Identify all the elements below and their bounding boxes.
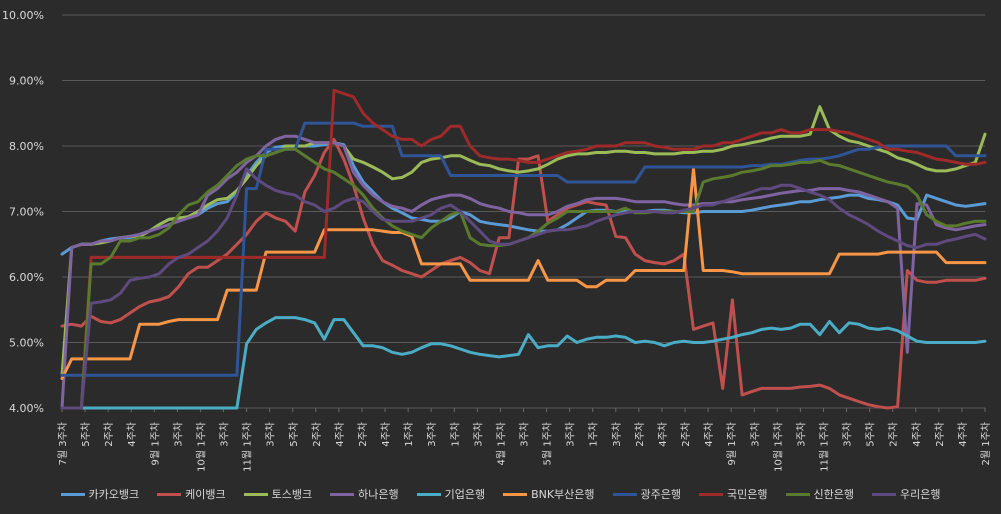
legend-swatch: [157, 492, 182, 496]
y-tick-label: 7.00%: [9, 206, 44, 219]
legend-label: 국민은행: [727, 488, 768, 501]
x-tick-label: 3주차: [565, 422, 577, 447]
x-tick-label: 3주차: [219, 422, 231, 447]
x-tick-label: 2주차: [934, 422, 946, 447]
x-tick-label: 2주차: [357, 422, 369, 447]
x-tick-label: 10월 1주차: [195, 422, 207, 472]
x-tick-label: 3주차: [426, 422, 438, 447]
legend-swatch: [416, 492, 441, 496]
x-tick-label: 3주차: [519, 422, 531, 447]
legend-item: 우리은행: [871, 486, 941, 502]
x-tick-label: 5주차: [80, 422, 92, 447]
legend-item: BNK부산은행: [503, 486, 595, 502]
series-line-0: [60, 141, 987, 256]
x-tick-label: 2주차: [888, 422, 900, 447]
y-axis: 4.00% 5.00% 6.00% 7.00% 8.00% 9.00% 10.00%: [2, 9, 44, 415]
legend-label: 하나은행: [358, 488, 399, 501]
legend-label: 기업은행: [444, 488, 486, 501]
x-tick-label: 10월 1주차: [772, 422, 784, 472]
x-tick-label: 11월 1주차: [818, 422, 830, 472]
series-lines: [60, 88, 987, 410]
x-tick-label: 3주차: [611, 422, 623, 447]
x-tick-label: 5월 1주차: [542, 422, 554, 466]
x-tick-label: 2주차: [103, 422, 115, 447]
x-tick-label: 2월 1주차: [980, 422, 992, 466]
legend-label: BNK부산은행: [531, 488, 595, 501]
x-tick-label: 4주차: [380, 422, 392, 447]
legend-label: 우리은행: [899, 488, 941, 501]
y-tick-label: 4.00%: [9, 402, 44, 415]
y-tick-label: 8.00%: [9, 140, 44, 153]
legend-item: 신한은행: [785, 486, 854, 502]
legend-swatch: [243, 492, 268, 496]
x-tick-label: 3주차: [842, 422, 854, 447]
legend-label: 광주은행: [640, 488, 682, 501]
x-tick-label: 3주차: [749, 422, 761, 447]
x-tick-label: 3주차: [795, 422, 807, 447]
x-tick-label: 4주차: [126, 422, 138, 447]
x-tick-label: 4주차: [703, 422, 715, 447]
legend-item: 하나은행: [330, 486, 399, 502]
series-line-3: [60, 134, 987, 410]
x-tick-label: 1주차: [403, 422, 415, 447]
legend-swatch: [785, 492, 810, 496]
x-tick-label: 11월 1주차: [242, 422, 254, 472]
legend-swatch: [330, 492, 355, 496]
legend-label: 카카오뱅크: [88, 488, 140, 501]
series-line-4: [60, 316, 987, 410]
x-tick-label: 5주차: [288, 422, 300, 447]
x-tick-label: 3주차: [172, 422, 184, 447]
x-tick-label: 2주차: [680, 422, 692, 447]
legend: 카카오뱅크 케이뱅크 토스뱅크 하나은행 기업은행 BNK부산은행 광주은행 국민은행 신한은행…: [0, 484, 1001, 504]
legend-item: 기업은행: [416, 486, 486, 502]
legend-swatch: [60, 492, 85, 496]
x-tick-label: 9월 1주차: [726, 422, 738, 466]
y-tick-label: 6.00%: [9, 271, 44, 284]
legend-item: 국민은행: [699, 486, 768, 502]
legend-item: 카카오뱅크: [60, 486, 140, 502]
x-tick-label: 2주차: [311, 422, 323, 447]
legend-label: 신한은행: [813, 488, 854, 501]
x-tick-label: 4주차: [911, 422, 923, 447]
y-tick-label: 5.00%: [9, 337, 44, 350]
legend-swatch: [503, 492, 528, 496]
x-axis: 7월 3주차 5주차 2주차 4주차 9월 1주차 3주차 10월 1주차 3주차 11월 1주…: [57, 408, 992, 472]
series-line-6: [60, 121, 987, 377]
x-tick-label: 2주차: [634, 422, 646, 447]
x-tick-label: 3주차: [265, 422, 277, 447]
legend-swatch: [871, 492, 896, 496]
legend-item: 케이뱅크: [157, 486, 226, 502]
x-tick-label: 4주차: [334, 422, 346, 447]
x-tick-label: 7월 3주차: [57, 422, 69, 466]
series-line-5: [60, 167, 987, 380]
x-tick-label: 1주차: [588, 422, 600, 447]
legend-swatch: [699, 492, 724, 496]
legend-item: 광주은행: [612, 486, 682, 502]
x-tick-label: 5주차: [865, 422, 877, 447]
y-tick-label: 10.00%: [2, 9, 44, 22]
legend-swatch: [612, 492, 637, 496]
x-tick-label: 1주차: [449, 422, 461, 447]
y-tick-label: 9.00%: [9, 75, 44, 88]
legend-label: 토스뱅크: [271, 488, 313, 501]
legend-item: 토스뱅크: [243, 486, 313, 502]
x-tick-label: 4월 1주차: [495, 422, 507, 466]
x-tick-label: 9월 1주차: [149, 422, 161, 466]
series-line-7: [60, 88, 987, 410]
x-tick-label: 4주차: [957, 422, 969, 447]
x-tick-label: 3주차: [472, 422, 484, 447]
series-line-9: [60, 167, 987, 410]
legend-label: 케이뱅크: [185, 488, 226, 501]
series-line-1: [60, 137, 987, 410]
x-tick-label: 4주차: [657, 422, 669, 447]
